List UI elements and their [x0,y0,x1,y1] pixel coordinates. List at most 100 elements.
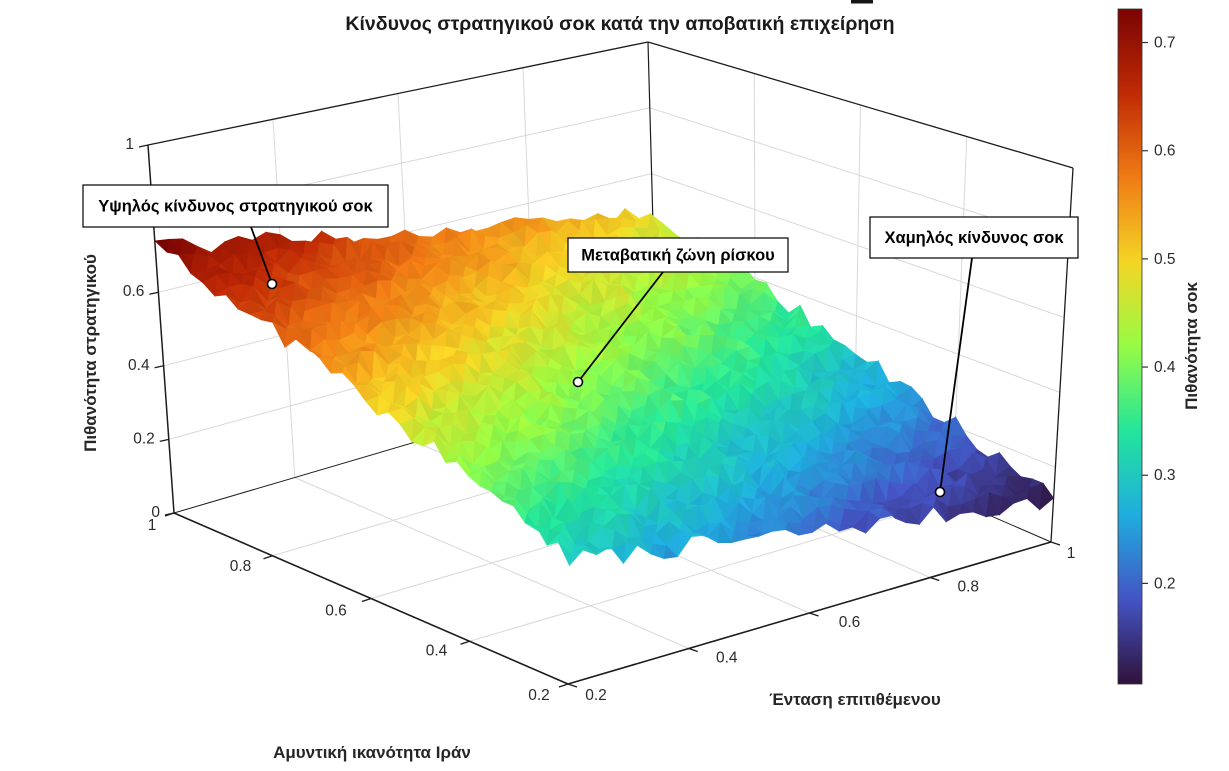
colorbar-tick-label: 0.7 [1154,35,1176,52]
surface-facet [825,520,840,532]
tick-mark [159,438,169,443]
x-axis: 1 0.8 0.6 0.4 0.2 [148,512,569,704]
surface-facet [999,496,1015,516]
tick-label: 0.8 [957,579,979,596]
surface-facet [717,521,733,543]
tick-mark [930,576,940,582]
tick-mark [567,683,578,688]
surface-facet [704,535,719,543]
annotation-box [869,216,1079,259]
annotation: Υψηλός κίνδυνος στρατηγικού σοκ [82,184,389,290]
surface-facet [1007,465,1022,477]
data-point-marker [934,486,946,498]
surface-facet [838,524,854,532]
surface-facet [1013,495,1029,504]
chart-title: Κίνδυνος στρατηγικού σοκ κατά την αποβατ… [345,13,894,35]
tick-label: 0.6 [325,603,347,620]
surface-facet [785,522,800,536]
surface-facet [622,542,638,565]
surface-facet [972,497,987,518]
surface-facet [154,238,170,253]
tick-label: 1 [1067,545,1076,562]
surface-facet [945,506,961,523]
surface-facet [582,545,597,556]
tick-label: 0.6 [839,614,861,631]
annotation-leader-line [250,226,273,285]
tick-label: 0.2 [133,430,155,447]
colorbar-tick-label: 0.2 [1154,575,1176,592]
tick-label: 0.4 [128,357,150,374]
annotation-label: Χαμηλός κίνδυνος σοκ [884,229,1064,247]
annotation-box [82,184,389,228]
tick-label: 1 [148,517,157,534]
surface-facet [731,530,746,544]
colorbar-tick-label: 0.3 [1154,467,1176,484]
tick-mark [263,555,273,560]
surface-facet [744,535,759,540]
annotation: Μεταβατική ζώνη ρίσκου [567,237,789,388]
tick-label: 0.6 [123,283,145,300]
colorbar-tick-label: 0.5 [1154,251,1176,268]
surface-facet [1039,482,1055,511]
colorbar-gradient [1118,9,1142,684]
y-axis-label: Ένταση επιτιθέμενου [769,690,941,709]
data-point-marker [572,376,584,388]
surface-facet [985,491,1001,518]
annotation-box [567,237,789,273]
surface-facet [650,543,665,560]
tick-label: 0.8 [230,558,252,575]
tick-mark [1050,541,1061,546]
surface-facet [933,497,947,523]
tick-mark [138,144,149,148]
surface-facet [865,510,881,534]
tick-mark [558,683,569,688]
surface-facet [663,545,679,559]
tick-mark [460,640,470,645]
surface-facet [771,517,787,532]
surface-facet [1026,487,1040,511]
tick-label: 1 [125,136,134,153]
surface-facet [595,546,611,556]
surface-facet [568,549,584,567]
annotation-leader-line [939,257,973,493]
tick-label: 0.4 [426,642,448,659]
colorbar-tick-label: 0.6 [1154,143,1176,160]
surface-facet [690,533,705,538]
surface-facet [757,531,773,537]
surface-facet [811,523,827,534]
annotations: Υψηλός κίνδυνος στρατηγικού σοκ Μεταβατικ… [82,184,1079,498]
y-axis: 0.2 0.4 0.6 0.8 1 [567,541,1076,704]
tick-label: 0.2 [585,687,607,704]
surface-facet [677,529,692,557]
annotation: Χαμηλός κίνδυνος σοκ [869,216,1079,498]
tick-label: 0.4 [716,650,738,667]
surface-facet [318,357,334,374]
tick-mark [154,365,164,369]
colorbar-tick-label: 0.4 [1154,359,1176,376]
colorbar: 0.7 0.6 0.5 0.4 0.3 0.2 [1117,8,1176,685]
clipped-text-fragment [851,0,873,4]
z-axis-label: Πιθανότητα στρατηγικού [81,254,100,452]
surface-facet [879,507,894,520]
tick-mark [149,291,159,295]
surface-facet [959,503,975,515]
tick-mark [688,647,698,653]
surface-facet [353,384,369,402]
top-edge [147,41,649,146]
tick-mark [361,597,372,603]
x-axis-label: Αμυντική ικανότητα Ιράν [273,743,471,762]
surface-facet [892,515,907,523]
tick-mark [809,612,819,617]
annotation-label: Υψηλός κίνδυνος στρατηγικού σοκ [98,198,373,216]
surface-facet [875,359,890,386]
surface-facet [798,522,813,536]
annotation-label: Μεταβατική ζώνη ρίσκου [581,247,775,265]
data-point-marker [266,278,278,290]
surface-facet [636,537,651,555]
surface-facet [774,300,790,314]
tick-label: 0.2 [528,687,550,704]
surface-facet [609,546,624,564]
top-edge [647,41,1074,169]
